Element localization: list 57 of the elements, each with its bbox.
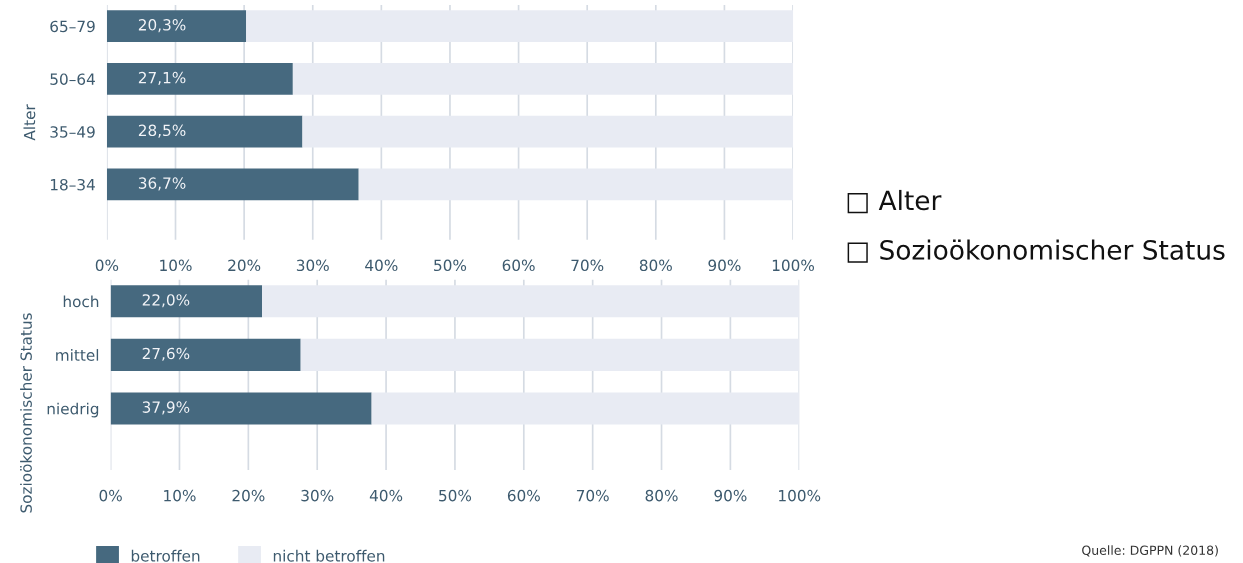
y-tick-label: 35–49 xyxy=(50,126,95,138)
y-axis-title: Alter xyxy=(23,104,36,141)
x-tick-label: 40% xyxy=(369,489,403,502)
data-label: 37,9% xyxy=(142,401,190,415)
legend-label: betroffen xyxy=(131,549,200,562)
bar xyxy=(110,392,372,425)
x-tick-label: 90% xyxy=(714,489,747,502)
x-tick-label: 10% xyxy=(160,259,192,272)
y-tick-label: hoch xyxy=(63,295,99,308)
x-tick-label: 20% xyxy=(232,489,265,502)
bar xyxy=(246,10,794,42)
bar xyxy=(106,10,247,42)
x-tick-label: 70% xyxy=(571,259,604,272)
x-tick-label: 20% xyxy=(228,259,261,272)
x-tick-label: 90% xyxy=(708,259,741,272)
text: □ Alter xyxy=(847,189,942,214)
data-label: 36,7% xyxy=(138,177,186,191)
text: □ Sozioökonomischer Status xyxy=(847,239,1225,263)
x-tick-label: 100% xyxy=(772,259,815,272)
bar xyxy=(106,115,303,148)
data-label: 28,5% xyxy=(138,124,186,138)
bar xyxy=(300,338,800,371)
x-tick-label: 50% xyxy=(434,259,467,272)
y-axis-title: Sozioökonomischer Status xyxy=(20,313,32,513)
data-label: 22,0% xyxy=(142,294,190,308)
y-tick-label: mittel xyxy=(56,349,99,361)
x-tick-label: 0% xyxy=(95,259,119,272)
bar xyxy=(371,392,800,425)
bar xyxy=(106,168,359,201)
x-tick-label: 0% xyxy=(99,489,122,502)
bar xyxy=(292,63,794,95)
data-label: 20,3% xyxy=(138,19,186,33)
x-tick-label: 100% xyxy=(779,489,821,502)
y-tick-label: 65–79 xyxy=(50,20,95,33)
legend-label: nicht betroffen xyxy=(273,549,385,562)
data-label: 27,6% xyxy=(142,347,190,361)
y-tick-label: niedrig xyxy=(47,402,99,418)
y-tick-label: 50–64 xyxy=(50,73,95,85)
x-tick-label: 10% xyxy=(164,489,196,502)
x-tick-label: 80% xyxy=(639,259,672,272)
x-tick-label: 70% xyxy=(576,489,609,502)
bar xyxy=(302,115,794,148)
bar xyxy=(358,168,794,201)
bar xyxy=(106,63,293,95)
data-label: 27,1% xyxy=(138,71,186,85)
x-tick-label: 40% xyxy=(365,259,398,272)
source-note: Quelle: DGPPN (2018) xyxy=(1082,545,1218,557)
x-tick-label: 60% xyxy=(502,259,535,272)
bar xyxy=(262,285,800,318)
x-tick-label: 50% xyxy=(439,489,472,502)
x-tick-label: 30% xyxy=(301,489,334,502)
x-tick-label: 60% xyxy=(507,489,540,502)
x-tick-label: 30% xyxy=(296,259,329,272)
x-tick-label: 80% xyxy=(645,489,678,502)
bar xyxy=(110,285,263,318)
y-tick-label: 18–34 xyxy=(50,178,95,191)
bar xyxy=(110,338,301,371)
